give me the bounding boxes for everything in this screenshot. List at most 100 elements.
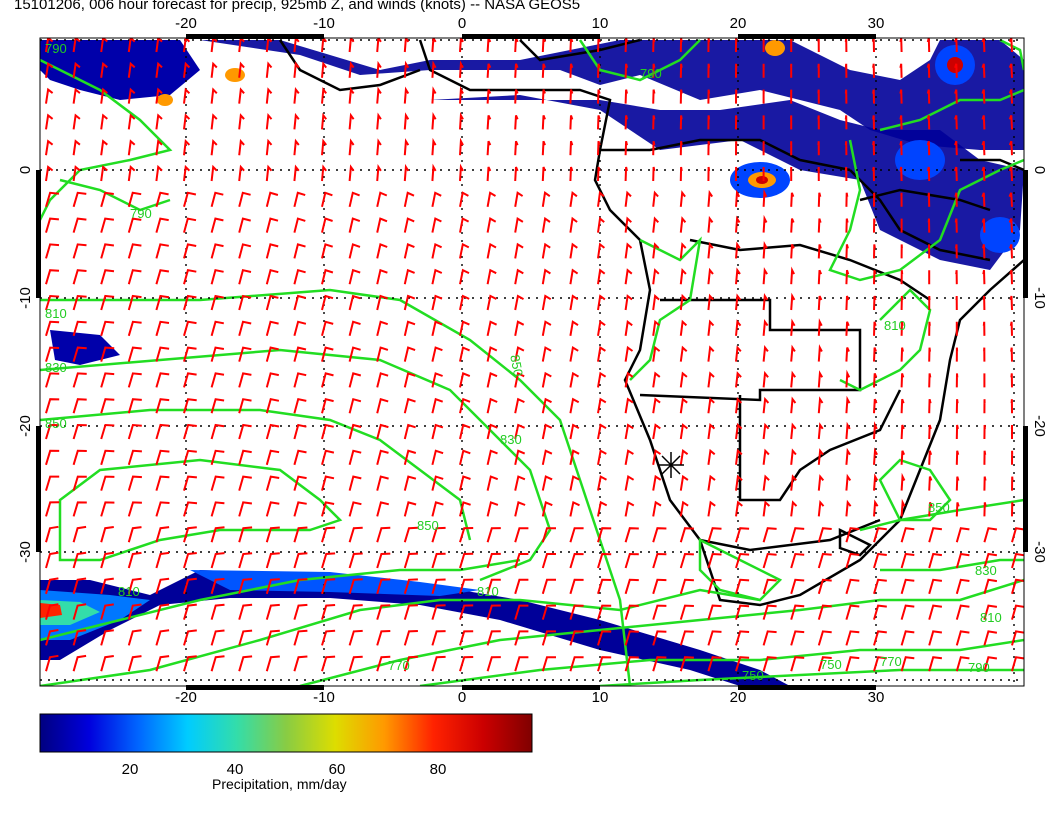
wind-barb [790,370,797,388]
wind-barb [955,578,970,595]
wind-barb [45,603,59,620]
wind-barb [955,270,958,285]
wind-barb [817,396,824,414]
wind-barb [486,423,498,440]
wind-barb [679,423,689,440]
wind-barb [1011,656,1024,672]
wind-barb [183,217,197,233]
wind-barb [762,500,771,517]
wind-barb [652,449,662,465]
wind-barb [265,603,280,620]
wind-barb [900,321,904,336]
wind-barb [100,38,108,53]
wind-barb [873,630,887,646]
wind-barb [348,243,361,259]
wind-barb [983,604,998,620]
wind-barb [238,138,245,156]
wind-barb [707,38,711,53]
wind-barb [238,372,252,388]
wind-barb [376,38,382,53]
wind-barb [981,166,986,182]
wind-barb [265,423,280,440]
wind-barb [569,527,584,543]
wind-barb [707,500,716,517]
wind-barb [238,320,252,337]
wind-barb [321,243,334,259]
wind-barb [569,242,578,259]
wind-barb [679,38,683,53]
wind-barb [928,321,931,336]
wind-barb [624,604,639,620]
wind-barb [265,217,279,233]
wind-barb [45,525,59,543]
wind-barb [403,191,415,208]
wind-barb [238,61,245,78]
wind-barb [155,87,163,104]
wind-barb [183,139,191,156]
wind-barb [321,501,335,517]
wind-barb [293,164,300,182]
wind-barb [376,501,390,517]
wind-barb [514,63,519,78]
wind-barb [707,552,722,569]
wind-barb [597,500,608,517]
wind-barb [238,269,252,285]
wind-barb [597,190,605,207]
wind-barb [679,190,686,207]
wind-barb [210,164,218,182]
wind-barb [652,293,660,311]
wind-barb [981,89,986,104]
wind-barb [735,552,750,569]
wind-barb [817,370,824,388]
wind-barb [238,475,252,491]
wind-barb [624,89,628,104]
wind-barb [486,501,499,517]
wind-barb [817,604,832,620]
wind-barb [872,141,875,156]
wind-barb [569,166,574,182]
wind-barb [403,526,418,543]
wind-barb [183,320,197,337]
wind-barb [900,630,915,646]
wind-barb [403,372,416,388]
wind-barb [983,578,998,595]
wind-barb [927,192,931,207]
wind-barb [955,527,970,543]
wind-barb [183,372,197,388]
wind-barb [624,268,633,285]
wind-barb [127,320,142,337]
wind-barb [541,475,553,491]
wind-barb [900,498,906,517]
wind-barb [127,191,142,208]
wind-barb [652,578,667,595]
wind-barb [679,449,689,465]
wind-barb [514,604,529,620]
wind-barb [100,449,115,466]
wind-barb [238,38,245,53]
wind-barb [790,422,797,440]
wind-barb [790,192,795,207]
wind-barb [459,423,471,440]
wind-barb [321,655,336,672]
wind-barb [652,527,667,543]
wind-barb [845,295,850,311]
wind-barb [845,447,851,465]
wind-barb [845,369,851,388]
wind-barb [348,526,363,543]
wind-barb [127,603,142,620]
wind-barb [514,38,519,53]
wind-barb [817,500,825,517]
wind-barbs [45,38,1024,672]
wind-barb [210,346,225,362]
wind-barb [431,630,446,646]
wind-barb [210,577,225,595]
wind-barb [459,397,471,414]
wind-barb [72,320,87,337]
coastline [278,38,1024,607]
wind-barb [679,216,687,233]
wind-barb [652,216,660,233]
wind-barb [486,397,498,414]
wind-barb [238,164,245,182]
wind-barb [45,38,54,53]
